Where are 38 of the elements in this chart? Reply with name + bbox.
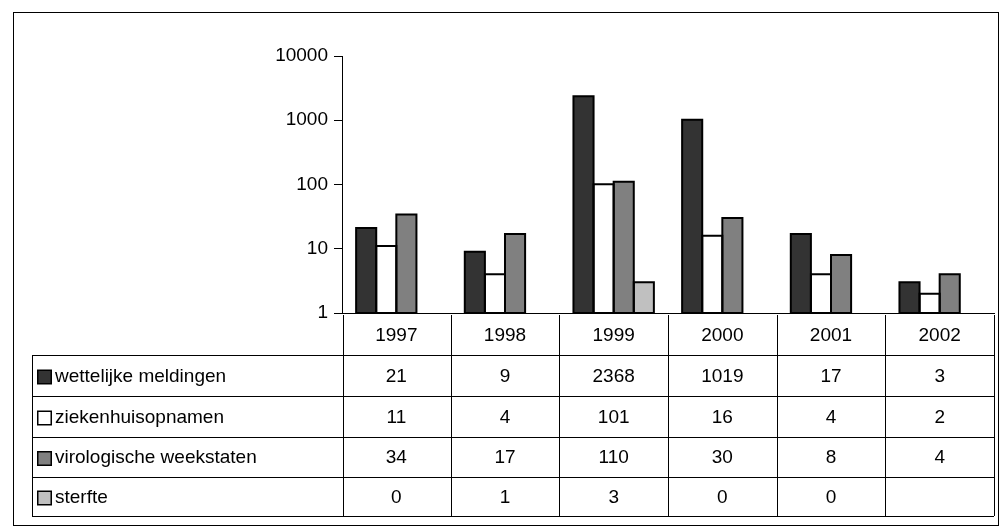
text: 0 [825, 485, 837, 507]
y-tick-label: 10000 [275, 44, 328, 66]
data-label: 2368 [592, 364, 635, 386]
data-label: 16 [711, 405, 733, 427]
data-label: 9 [499, 364, 511, 386]
x-tick-label: 2002 [918, 324, 961, 346]
legend-label: ziekenhuisopnamen [55, 405, 225, 427]
x-tick-label: 2001 [809, 324, 853, 346]
data-label: 11 [386, 405, 407, 427]
data-label: 17 [494, 446, 516, 468]
data-label: 34 [385, 446, 408, 468]
legend-label: wettelijke meldingen [54, 364, 227, 386]
y-tick-label: 1000 [285, 108, 328, 130]
text: 0 [717, 485, 728, 507]
data-label: 17 [820, 364, 842, 386]
y-tick-label: 10 [306, 236, 328, 258]
data-label: 1 [499, 485, 511, 507]
legend-label: virologische weekstaten [55, 446, 257, 468]
x-tick-label: 1997 [375, 324, 418, 346]
x-tick-label: 2000 [701, 324, 744, 346]
text: 0 [391, 485, 402, 507]
x-tick-label: 1999 [592, 324, 635, 346]
data-label: 1019 [701, 364, 744, 386]
data-label: 2 [934, 405, 945, 427]
legend-label: sterfte [55, 485, 108, 507]
data-label: 101 [597, 405, 630, 427]
data-label: 4 [825, 405, 837, 427]
data-label: 3 [608, 485, 619, 507]
data-label: 30 [711, 446, 733, 468]
data-label: 8 [825, 446, 837, 468]
data-label: 21 [385, 364, 407, 386]
y-tick-label: 100 [296, 172, 328, 194]
data-label: 3 [934, 364, 945, 386]
y-tick-label: 1 [317, 301, 328, 323]
data-label: 4 [934, 446, 946, 468]
x-tick-label: 1998 [483, 324, 527, 346]
data-label: 4 [499, 405, 511, 427]
data-label: 110 [598, 446, 629, 468]
